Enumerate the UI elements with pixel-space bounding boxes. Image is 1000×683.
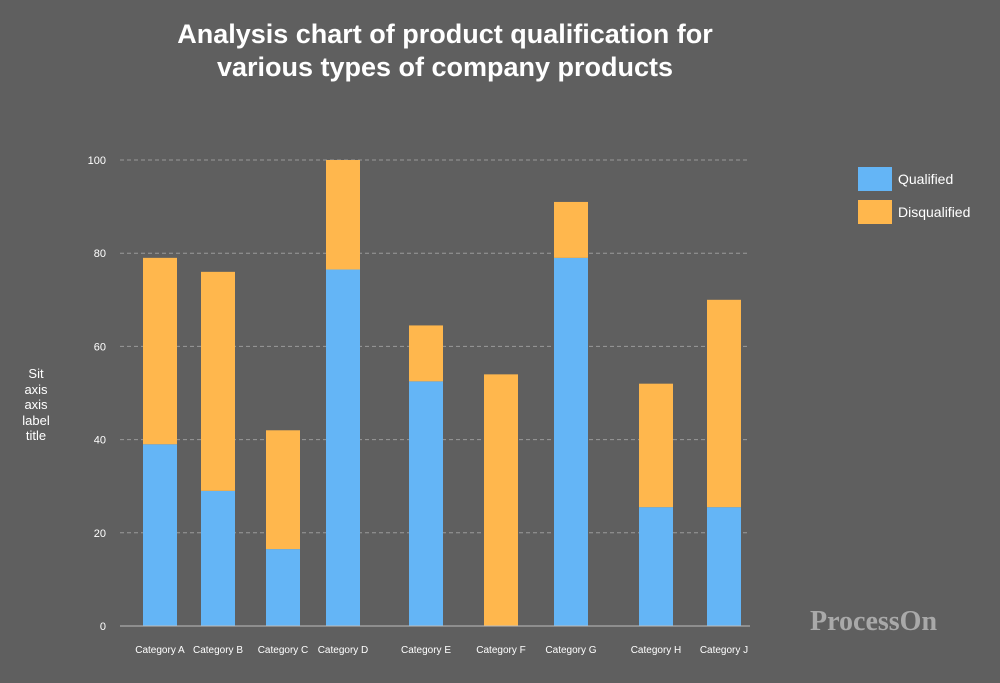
y-axis-label: Sit axis axis label title — [12, 366, 60, 444]
y-axis-label-line: label — [22, 412, 50, 428]
legend-item: Qualified — [858, 167, 970, 191]
legend-swatch — [858, 200, 892, 224]
x-tick-label: Category J — [700, 645, 748, 656]
bar-disqualified — [707, 299, 741, 508]
bar-qualified — [639, 507, 673, 626]
y-tick-label: 60 — [94, 341, 106, 353]
chart-title-line-1: Analysis chart of product qualification … — [177, 19, 713, 49]
bar-qualified — [707, 507, 741, 626]
y-axis-label-line: axis — [24, 381, 48, 397]
chart-title: Analysis chart of product qualification … — [0, 18, 890, 84]
bar-qualified — [409, 381, 443, 626]
y-tick-label: 0 — [100, 621, 106, 633]
processon-watermark: ProcessOn — [810, 606, 938, 637]
y-tick-label: 100 — [88, 155, 106, 167]
x-tick-label: Category C — [258, 645, 309, 656]
bar-disqualified — [639, 383, 673, 508]
legend-label: Disqualified — [898, 204, 971, 220]
legend-label: Qualified — [898, 171, 954, 187]
bar-qualified — [201, 490, 235, 626]
x-tick-label: Category E — [401, 645, 451, 656]
y-axis-label-line: axis — [24, 397, 48, 412]
x-tick-label: Category H — [631, 645, 682, 656]
x-tick-label: Category A — [135, 645, 185, 656]
y-axis-label-line: Sit — [28, 366, 44, 381]
y-tick-label: 20 — [94, 528, 106, 540]
chart-legend: Qualified Disqualified — [858, 167, 970, 233]
y-tick-label: 40 — [94, 435, 106, 447]
bar-qualified — [554, 257, 588, 626]
chart-title-line-2: various types of company products — [216, 52, 674, 82]
y-tick-label: 80 — [94, 248, 106, 260]
legend-swatch — [858, 167, 892, 191]
bar-disqualified — [143, 257, 177, 445]
x-tick-label: Category B — [193, 645, 243, 656]
bar-disqualified — [201, 271, 235, 491]
bar-disqualified — [326, 160, 360, 270]
bar-qualified — [143, 444, 177, 626]
y-axis-label-line: title — [25, 428, 47, 443]
bar-qualified — [326, 269, 360, 626]
bar-disqualified — [554, 201, 588, 258]
x-tick-label: Category D — [318, 645, 369, 656]
bar-disqualified — [484, 374, 518, 626]
x-tick-label: Category G — [545, 645, 596, 656]
x-tick-label: Category F — [476, 645, 525, 656]
bar-qualified — [266, 549, 300, 626]
bar-disqualified — [266, 430, 300, 550]
legend-item: Disqualified — [858, 200, 970, 224]
bar-disqualified — [409, 325, 443, 382]
